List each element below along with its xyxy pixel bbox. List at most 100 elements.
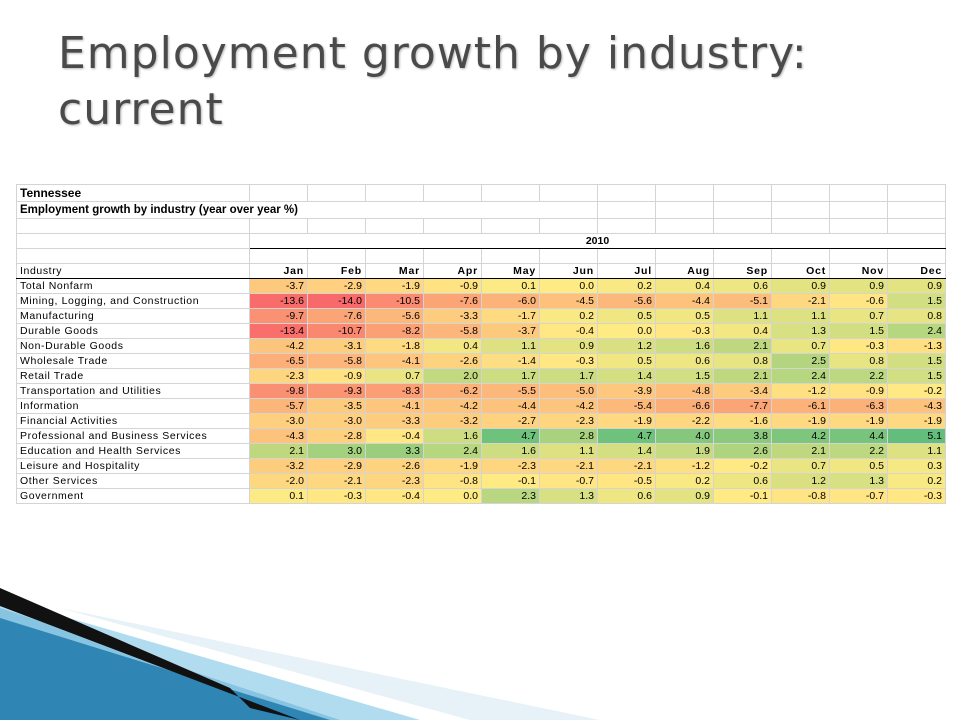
growth-cell: 0.7: [365, 368, 424, 384]
growth-cell: -5.5: [481, 383, 540, 399]
industry-label: Leisure and Hospitality: [16, 458, 250, 474]
growth-cell: -7.6: [423, 293, 482, 309]
growth-cell: 0.9: [655, 488, 714, 504]
growth-cell: 0.0: [597, 323, 656, 339]
growth-cell: -9.3: [307, 383, 366, 399]
growth-cell: 4.7: [481, 428, 540, 444]
growth-cell: 1.5: [887, 293, 946, 309]
growth-cell: 1.1: [887, 443, 946, 459]
industry-label: Financial Activities: [16, 413, 250, 429]
industry-column-header: Industry: [16, 263, 250, 279]
growth-cell: 1.7: [539, 368, 598, 384]
growth-cell: 3.3: [365, 443, 424, 459]
growth-cell: -0.3: [829, 338, 888, 354]
growth-cell: -1.7: [481, 308, 540, 324]
table-row: Transportation and Utilities -9.8 -9.3 -8.3…: [16, 383, 946, 399]
growth-cell: 1.1: [713, 308, 772, 324]
growth-cell: -5.6: [597, 293, 656, 309]
table-row: Durable Goods -13.4 -10.7 -8.2 -5.8 -3.7 -0.4 0…: [16, 323, 946, 339]
growth-cell: 0.5: [597, 353, 656, 369]
growth-cell: -4.2: [423, 398, 482, 414]
growth-cell: 1.3: [829, 473, 888, 489]
growth-cell: 4.0: [655, 428, 714, 444]
growth-cell: 1.9: [655, 443, 714, 459]
month-header: Feb: [307, 263, 366, 279]
growth-cell: 2.4: [887, 323, 946, 339]
month-header: Jun: [539, 263, 598, 279]
growth-cell: 0.1: [481, 278, 540, 294]
table-row: Government 0.1 -0.3 -0.4 0.0 2.3 1.3 0.6 0.9 -0.1…: [16, 488, 946, 504]
table-row: Other Services -2.0 -2.1 -2.3 -0.8 -0.1 -0.7 -0…: [16, 473, 946, 489]
growth-cell: -2.2: [655, 413, 714, 429]
growth-cell: 0.2: [539, 308, 598, 324]
growth-cell: -3.9: [597, 383, 656, 399]
month-header: Jul: [597, 263, 656, 279]
growth-cell: 0.2: [597, 278, 656, 294]
growth-cell: -2.0: [249, 473, 308, 489]
table-row: Financial Activities -3.0 -3.0 -3.3 -3.2 -2.7…: [16, 413, 946, 429]
growth-cell: -7.6: [307, 308, 366, 324]
growth-cell: 2.3: [481, 488, 540, 504]
growth-cell: -2.9: [307, 278, 366, 294]
growth-cell: -0.3: [887, 488, 946, 504]
growth-cell: 2.2: [829, 443, 888, 459]
growth-cell: 0.3: [887, 458, 946, 474]
growth-cell: 0.9: [829, 278, 888, 294]
industry-label: Transportation and Utilities: [16, 383, 250, 399]
growth-cell: 2.1: [249, 443, 308, 459]
month-header: Nov: [829, 263, 888, 279]
growth-cell: -0.2: [887, 383, 946, 399]
growth-cell: -8.3: [365, 383, 424, 399]
industry-label: Durable Goods: [16, 323, 250, 339]
industry-label: Information: [16, 398, 250, 414]
growth-cell: -2.1: [307, 473, 366, 489]
month-header: Sep: [713, 263, 772, 279]
growth-cell: -1.3: [887, 338, 946, 354]
growth-cell: 1.5: [829, 323, 888, 339]
growth-cell: -4.2: [249, 338, 308, 354]
growth-cell: -2.1: [771, 293, 830, 309]
growth-cell: 1.5: [887, 368, 946, 384]
growth-cell: -5.8: [423, 323, 482, 339]
table-row: Retail Trade -2.3 -0.9 0.7 2.0 1.7 1.7 1.4 1.5 2.…: [16, 368, 946, 384]
growth-cell: -1.2: [655, 458, 714, 474]
growth-cell: 0.5: [655, 308, 714, 324]
growth-cell: -4.1: [365, 398, 424, 414]
growth-cell: -0.2: [713, 458, 772, 474]
growth-cell: -7.7: [713, 398, 772, 414]
growth-cell: -6.0: [481, 293, 540, 309]
growth-cell: 0.1: [249, 488, 308, 504]
growth-cell: 1.6: [423, 428, 482, 444]
growth-cell: 0.6: [655, 353, 714, 369]
growth-cell: -0.1: [713, 488, 772, 504]
growth-cell: -1.9: [597, 413, 656, 429]
growth-cell: 0.6: [597, 488, 656, 504]
month-header: Apr: [423, 263, 482, 279]
growth-cell: 1.1: [481, 338, 540, 354]
growth-cell: -13.4: [249, 323, 308, 339]
growth-cell: -2.6: [423, 353, 482, 369]
growth-cell: -2.3: [481, 458, 540, 474]
month-header: Jan: [249, 263, 308, 279]
growth-cell: 0.4: [713, 323, 772, 339]
growth-cell: -5.4: [597, 398, 656, 414]
growth-cell: -2.6: [365, 458, 424, 474]
slide-title: Employment growth by industry: current: [58, 28, 808, 135]
growth-cell: -9.7: [249, 308, 308, 324]
growth-cell: -4.2: [539, 398, 598, 414]
growth-cell: -2.1: [597, 458, 656, 474]
year-header: 2010: [249, 233, 946, 249]
growth-cell: 4.7: [597, 428, 656, 444]
growth-cell: 2.1: [713, 368, 772, 384]
growth-cell: -1.8: [365, 338, 424, 354]
growth-cell: -13.6: [249, 293, 308, 309]
growth-cell: -3.3: [365, 413, 424, 429]
growth-cell: -0.1: [481, 473, 540, 489]
table-row: Total Nonfarm -3.7 -2.9 -1.9 -0.9 0.1 0.0 0.2 0.…: [16, 278, 946, 294]
growth-cell: -6.2: [423, 383, 482, 399]
growth-cell: 0.0: [539, 278, 598, 294]
table-row: Professional and Business Services -4.3 -2…: [16, 428, 946, 444]
growth-cell: 1.2: [597, 338, 656, 354]
growth-cell: -0.9: [423, 278, 482, 294]
growth-cell: -2.3: [365, 473, 424, 489]
